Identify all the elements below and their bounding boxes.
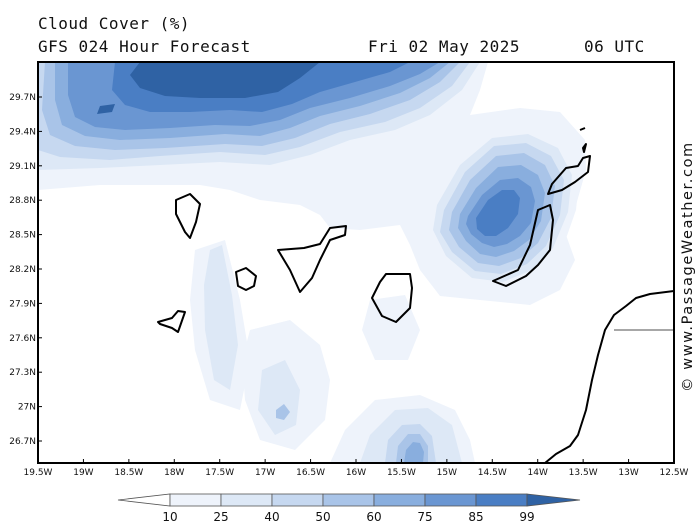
lon-label: 12.5W	[660, 468, 689, 478]
lon-label: 16.5W	[296, 468, 325, 478]
lon-label: 16W	[346, 468, 366, 478]
island-gran-canaria	[371, 273, 413, 323]
legend-swatch	[373, 493, 426, 507]
lon-label: 15.5W	[387, 468, 416, 478]
colorbar-legend: 10 25 40 50 60 75 85 99	[117, 493, 581, 524]
lat-label: 26.7N	[9, 437, 36, 447]
lat-label: 29.4N	[9, 127, 36, 137]
lat-label: 27.3N	[9, 368, 36, 378]
lon-label: 18W	[164, 468, 184, 478]
island-fuerteventura	[492, 204, 554, 287]
lon-label: 19.5W	[24, 468, 53, 478]
legend-label: 75	[417, 510, 432, 524]
lat-label: 28.8N	[9, 196, 36, 206]
legend-swatch	[220, 493, 273, 507]
lat-label: 27.6N	[9, 334, 36, 344]
legend-label: 25	[213, 510, 228, 524]
lon-label: 14W	[528, 468, 548, 478]
african-coast	[544, 290, 674, 463]
legend-label: 99	[519, 510, 534, 524]
islet-alegranza	[582, 143, 587, 153]
latitude-axis: 29.7N 29.4N 29.1N 28.8N 28.5N 28.2N 27.9N 27.6N…	[9, 93, 42, 447]
lon-label: 13W	[618, 468, 638, 478]
legend-label: 50	[315, 510, 330, 524]
legend-label: 60	[366, 510, 381, 524]
forecast-time: 06 UTC	[584, 37, 645, 56]
island-la-palma	[175, 193, 201, 239]
cloud-cover-field	[38, 62, 674, 463]
chart-title: Cloud Cover (%)	[38, 14, 190, 33]
lon-label: 17.5W	[205, 468, 234, 478]
island-la-gomera	[235, 267, 257, 291]
longitude-axis: 19.5W 19W 18.5W 18W 17.5W 17W 16.5W 16W 15.5W 15W…	[24, 459, 689, 478]
legend-swatch	[169, 493, 222, 507]
lat-label: 28.5N	[9, 231, 36, 241]
lat-label: 29.1N	[9, 162, 36, 172]
legend-swatch	[322, 493, 375, 507]
islet-graciosa	[579, 127, 586, 131]
lat-label: 27.9N	[9, 299, 36, 309]
lon-label: 14.5W	[478, 468, 507, 478]
legend-swatch	[475, 493, 528, 507]
lon-label: 18.5W	[114, 468, 143, 478]
island-tenerife	[277, 225, 347, 293]
lat-label: 28.2N	[9, 265, 36, 275]
lat-label: 29.7N	[9, 93, 36, 103]
lon-label: 15W	[437, 468, 457, 478]
legend-label: 40	[264, 510, 279, 524]
island-el-hierro	[157, 310, 186, 333]
lon-label: 13.5W	[569, 468, 598, 478]
lon-label: 19W	[73, 468, 93, 478]
forecast-subtitle: GFS 024 Hour Forecast	[38, 37, 251, 56]
legend-label: 85	[468, 510, 483, 524]
credit-text: © www.PassageWeather.com	[680, 141, 696, 392]
legend-label: 10	[162, 510, 177, 524]
legend-low-arrow	[117, 493, 171, 507]
legend-high-arrow	[526, 493, 581, 507]
lat-label: 27N	[18, 403, 36, 413]
legend-swatch	[271, 493, 324, 507]
island-lanzarote	[547, 155, 591, 195]
lon-label: 17W	[255, 468, 275, 478]
coastlines	[157, 127, 674, 463]
legend-swatch	[424, 493, 477, 507]
forecast-date: Fri 02 May 2025	[368, 37, 520, 56]
